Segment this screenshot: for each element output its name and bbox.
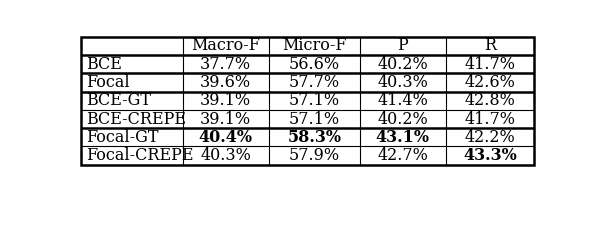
Text: Focal-CREPE: Focal-CREPE xyxy=(86,147,194,164)
Text: 43.1%: 43.1% xyxy=(376,129,430,146)
Text: 39.6%: 39.6% xyxy=(200,74,251,91)
Text: 43.3%: 43.3% xyxy=(463,147,517,164)
Text: BCE: BCE xyxy=(86,56,122,73)
Text: 58.3%: 58.3% xyxy=(287,129,341,146)
Text: 37.7%: 37.7% xyxy=(200,56,251,73)
Text: BCE-GT: BCE-GT xyxy=(86,92,151,109)
Text: 39.1%: 39.1% xyxy=(200,92,251,109)
Text: 41.7%: 41.7% xyxy=(464,56,515,73)
Text: 41.7%: 41.7% xyxy=(464,110,515,128)
Text: 42.6%: 42.6% xyxy=(465,74,515,91)
Text: 40.3%: 40.3% xyxy=(200,147,251,164)
Text: BCE-CREPE: BCE-CREPE xyxy=(86,110,186,128)
Text: 40.2%: 40.2% xyxy=(377,56,428,73)
Text: 42.2%: 42.2% xyxy=(465,129,515,146)
Text: 40.2%: 40.2% xyxy=(377,110,428,128)
Text: Macro-F: Macro-F xyxy=(191,38,260,54)
Bar xyxy=(80,37,535,165)
Text: 41.4%: 41.4% xyxy=(377,92,428,109)
Text: Micro-F: Micro-F xyxy=(282,38,347,54)
Text: 42.8%: 42.8% xyxy=(465,92,515,109)
Text: 57.9%: 57.9% xyxy=(289,147,340,164)
Text: 42.7%: 42.7% xyxy=(377,147,428,164)
Text: 40.3%: 40.3% xyxy=(377,74,428,91)
Text: Focal-GT: Focal-GT xyxy=(86,129,158,146)
Text: 40.4%: 40.4% xyxy=(199,129,253,146)
Text: 57.7%: 57.7% xyxy=(289,74,340,91)
Text: 57.1%: 57.1% xyxy=(289,110,340,128)
Text: P: P xyxy=(397,38,408,54)
Text: 56.6%: 56.6% xyxy=(289,56,340,73)
Text: 57.1%: 57.1% xyxy=(289,92,340,109)
Text: Focal: Focal xyxy=(86,74,130,91)
Text: 39.1%: 39.1% xyxy=(200,110,251,128)
Text: R: R xyxy=(484,38,496,54)
